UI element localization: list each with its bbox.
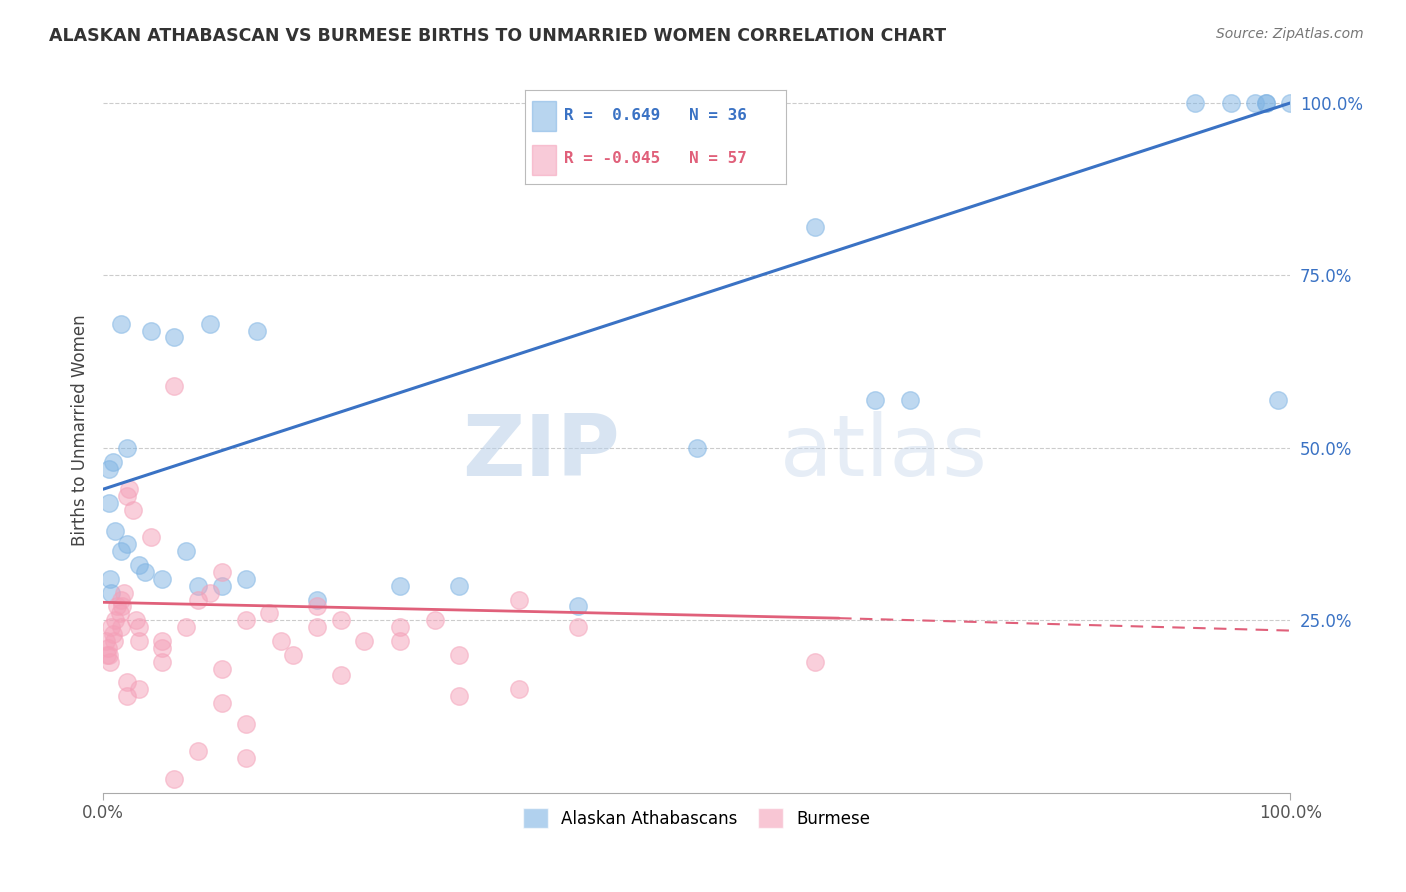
Point <box>898 392 921 407</box>
Point <box>139 531 162 545</box>
Point <box>1267 392 1289 407</box>
Point <box>211 579 233 593</box>
Point <box>128 558 150 572</box>
Point <box>329 613 352 627</box>
Point <box>128 620 150 634</box>
Point <box>163 772 186 786</box>
Point <box>449 648 471 662</box>
Point <box>187 744 209 758</box>
Point <box>1184 95 1206 110</box>
Point <box>567 620 589 634</box>
Point <box>329 668 352 682</box>
Point <box>110 620 132 634</box>
Point <box>198 585 221 599</box>
Text: Source: ZipAtlas.com: Source: ZipAtlas.com <box>1216 27 1364 41</box>
Point <box>108 607 131 621</box>
Point <box>235 751 257 765</box>
Point <box>449 689 471 703</box>
Point <box>98 572 121 586</box>
Point <box>111 599 134 614</box>
Point <box>508 682 530 697</box>
Point <box>101 627 124 641</box>
Point <box>1219 95 1241 110</box>
Point <box>98 648 121 662</box>
Point <box>1256 95 1278 110</box>
Point <box>187 592 209 607</box>
Text: atlas: atlas <box>780 411 988 494</box>
Point <box>425 613 447 627</box>
Point <box>152 634 174 648</box>
Point <box>211 565 233 579</box>
Point <box>152 655 174 669</box>
Point <box>139 324 162 338</box>
Point <box>305 620 328 634</box>
Point <box>98 496 121 510</box>
Point <box>115 489 138 503</box>
Point <box>1256 95 1278 110</box>
Point <box>508 592 530 607</box>
Point <box>211 696 233 710</box>
Point <box>97 640 120 655</box>
Point <box>110 544 132 558</box>
Point <box>94 634 117 648</box>
Point <box>174 620 197 634</box>
Point <box>259 607 281 621</box>
Point <box>134 565 156 579</box>
Point <box>1279 95 1302 110</box>
Point <box>305 599 328 614</box>
Point <box>211 661 233 675</box>
Point <box>115 689 138 703</box>
Point <box>96 648 118 662</box>
Point <box>198 317 221 331</box>
Point <box>163 330 186 344</box>
Point <box>174 544 197 558</box>
Point <box>152 572 174 586</box>
Point <box>235 613 257 627</box>
Point <box>104 524 127 538</box>
Point <box>100 585 122 599</box>
Legend: Alaskan Athabascans, Burmese: Alaskan Athabascans, Burmese <box>516 801 877 835</box>
Point <box>98 461 121 475</box>
Point <box>101 455 124 469</box>
Point <box>388 579 411 593</box>
Point <box>104 613 127 627</box>
Point <box>281 648 304 662</box>
Point <box>270 634 292 648</box>
Point <box>118 482 141 496</box>
Point <box>567 599 589 614</box>
Point <box>128 634 150 648</box>
Point <box>388 634 411 648</box>
Point <box>103 634 125 648</box>
Point <box>235 572 257 586</box>
Point <box>305 592 328 607</box>
Point <box>388 620 411 634</box>
Point <box>110 592 132 607</box>
Point <box>125 613 148 627</box>
Point <box>863 392 886 407</box>
Point <box>235 716 257 731</box>
Point <box>685 441 707 455</box>
Point <box>449 579 471 593</box>
Point <box>152 640 174 655</box>
Point <box>110 317 132 331</box>
Point <box>114 585 136 599</box>
Point <box>128 682 150 697</box>
Text: ZIP: ZIP <box>461 411 620 494</box>
Point <box>115 537 138 551</box>
Text: ALASKAN ATHABASCAN VS BURMESE BIRTHS TO UNMARRIED WOMEN CORRELATION CHART: ALASKAN ATHABASCAN VS BURMESE BIRTHS TO … <box>49 27 946 45</box>
Point <box>115 441 138 455</box>
Point <box>105 599 128 614</box>
Point <box>187 579 209 593</box>
Point <box>100 620 122 634</box>
Point <box>1243 95 1265 110</box>
Point <box>246 324 269 338</box>
Point <box>115 675 138 690</box>
Point <box>98 655 121 669</box>
Y-axis label: Births to Unmarried Women: Births to Unmarried Women <box>72 315 89 547</box>
Point <box>804 220 827 235</box>
Point <box>804 655 827 669</box>
Point <box>121 503 143 517</box>
Point <box>353 634 375 648</box>
Point <box>163 378 186 392</box>
